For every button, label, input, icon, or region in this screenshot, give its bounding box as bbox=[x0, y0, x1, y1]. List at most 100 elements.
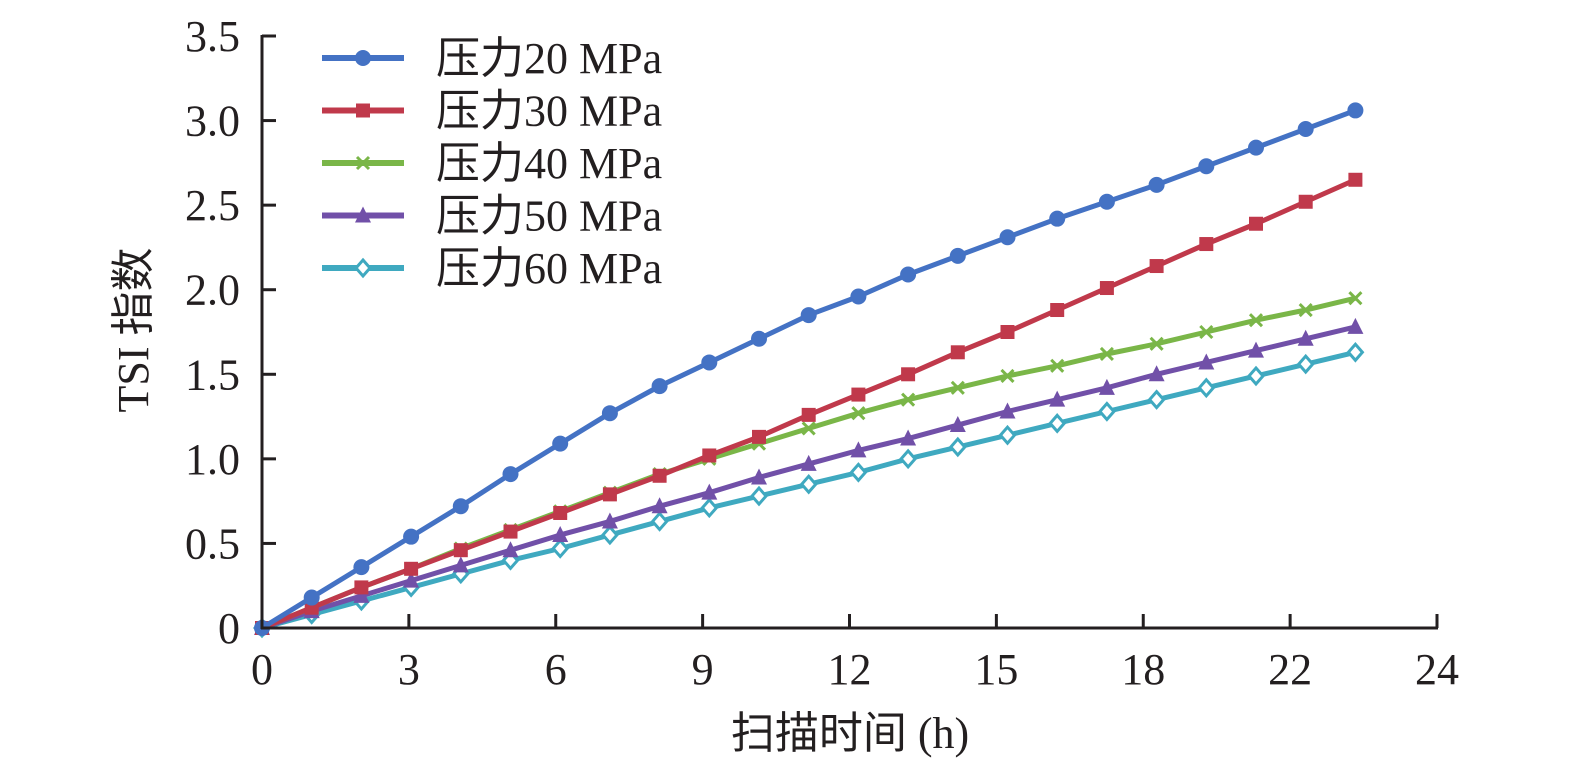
legend-item: 压力30 MPa bbox=[322, 87, 662, 136]
series-line bbox=[260, 108, 1357, 631]
y-tick-label: 3.0 bbox=[185, 97, 240, 146]
data-point bbox=[1149, 336, 1164, 351]
data-point bbox=[751, 330, 767, 347]
data-point bbox=[1298, 302, 1313, 318]
data-point bbox=[1098, 378, 1115, 395]
x-ticks: 0 3 6 9 12 15 18 22 24 bbox=[251, 614, 1459, 694]
legend-label: 压力20 MPa bbox=[436, 34, 662, 83]
data-point bbox=[1099, 346, 1114, 362]
x-tick-label: 24 bbox=[1415, 645, 1459, 694]
y-tick-label: 2.5 bbox=[185, 181, 240, 230]
legend-marker bbox=[355, 50, 371, 66]
data-point bbox=[1148, 176, 1165, 193]
y-axis-title: TSI 指数 bbox=[109, 248, 158, 413]
data-point bbox=[551, 538, 570, 559]
legend-marker bbox=[354, 257, 372, 279]
data-point bbox=[999, 229, 1016, 246]
data-point bbox=[601, 405, 618, 422]
data-point bbox=[652, 468, 667, 483]
x-tick-label: 6 bbox=[545, 645, 567, 694]
data-point bbox=[1348, 291, 1363, 306]
data-point bbox=[502, 466, 519, 483]
legend-label: 压力60 MPa bbox=[436, 244, 662, 293]
series-2 bbox=[255, 172, 1363, 635]
series-5 bbox=[253, 342, 1365, 639]
data-point bbox=[602, 487, 617, 502]
data-point bbox=[950, 345, 965, 360]
x-axis-title: 扫描时间 (h) bbox=[731, 709, 969, 758]
x-tick-label: 22 bbox=[1268, 645, 1312, 694]
data-point bbox=[1347, 102, 1364, 119]
data-point bbox=[1296, 353, 1315, 375]
data-point bbox=[700, 497, 719, 519]
data-point bbox=[502, 541, 519, 558]
data-point bbox=[1147, 389, 1166, 410]
data-point bbox=[1297, 121, 1314, 138]
data-point bbox=[503, 524, 518, 539]
data-point bbox=[851, 406, 866, 421]
series-4 bbox=[254, 317, 1364, 635]
y-tick-label: 1.5 bbox=[185, 350, 240, 399]
series-line bbox=[261, 177, 1357, 631]
data-point bbox=[1346, 342, 1365, 363]
data-point bbox=[751, 468, 767, 485]
data-point bbox=[452, 556, 469, 573]
data-point bbox=[901, 367, 916, 382]
data-point bbox=[900, 266, 917, 283]
data-point bbox=[553, 505, 568, 520]
legend-label: 压力50 MPa bbox=[436, 192, 662, 241]
axes: 0 0.5 1.0 1.5 2.0 2.5 3.0 3.5 0 3 6 9 12 15 18 22 24 bbox=[185, 12, 1459, 694]
data-point bbox=[702, 448, 717, 463]
data-point bbox=[1347, 317, 1364, 334]
data-point bbox=[1297, 329, 1314, 346]
data-point bbox=[948, 436, 967, 458]
data-point bbox=[651, 497, 668, 514]
data-point bbox=[801, 407, 816, 422]
data-point bbox=[552, 525, 569, 542]
x-tick-label: 0 bbox=[251, 645, 273, 694]
y-ticks: 0 0.5 1.0 1.5 2.0 2.5 3.0 3.5 bbox=[185, 12, 276, 653]
data-point bbox=[1249, 216, 1263, 231]
legend-marker bbox=[355, 206, 371, 223]
data-point bbox=[1049, 390, 1066, 407]
data-point bbox=[354, 580, 369, 595]
data-point bbox=[1247, 365, 1265, 387]
legend-marker bbox=[355, 155, 371, 171]
data-point bbox=[949, 247, 966, 264]
data-point bbox=[353, 586, 370, 603]
legend-item: 压力20 MPa bbox=[322, 34, 662, 83]
data-point bbox=[1149, 259, 1164, 274]
data-point bbox=[799, 473, 818, 495]
data-point bbox=[949, 416, 966, 433]
legend-item: 压力50 MPa bbox=[322, 192, 662, 241]
data-point bbox=[1097, 401, 1116, 422]
data-point bbox=[900, 429, 917, 446]
x-tick-label: 3 bbox=[398, 645, 420, 694]
data-point bbox=[701, 354, 718, 371]
x-tick-label: 12 bbox=[828, 645, 872, 694]
data-point bbox=[353, 559, 370, 576]
data-point bbox=[1199, 324, 1214, 340]
data-point bbox=[1148, 365, 1165, 382]
data-point bbox=[899, 448, 918, 470]
data-point bbox=[552, 435, 569, 452]
data-point bbox=[650, 511, 669, 532]
data-point bbox=[1050, 358, 1065, 373]
legend-item: 压力40 MPa bbox=[322, 139, 662, 188]
legend-item: 压力60 MPa bbox=[322, 244, 662, 293]
data-point bbox=[600, 524, 619, 546]
data-point bbox=[999, 402, 1016, 419]
data-point bbox=[1197, 377, 1216, 399]
data-point bbox=[1348, 172, 1363, 187]
data-point bbox=[1298, 194, 1313, 209]
data-point bbox=[800, 454, 817, 471]
data-point bbox=[1198, 353, 1215, 370]
legend-label: 压力40 MPa bbox=[436, 139, 662, 188]
data-point bbox=[950, 380, 965, 395]
data-point bbox=[403, 528, 420, 545]
x-tick-label: 9 bbox=[692, 645, 714, 694]
y-tick-label: 1.0 bbox=[185, 435, 240, 484]
data-point bbox=[850, 441, 867, 458]
data-point bbox=[849, 462, 868, 483]
